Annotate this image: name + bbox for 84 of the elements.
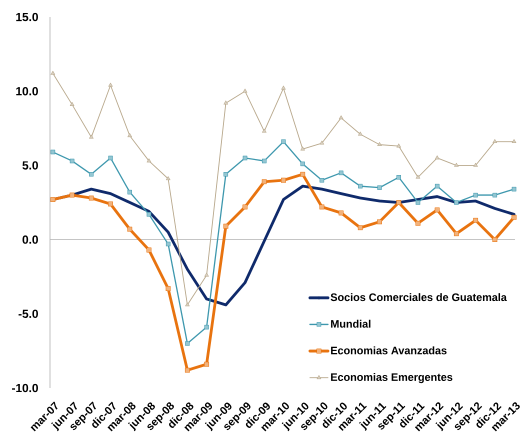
point xyxy=(166,176,170,180)
point xyxy=(454,200,459,205)
point xyxy=(223,224,228,229)
point xyxy=(127,190,132,194)
point xyxy=(338,210,344,216)
point xyxy=(224,172,228,177)
point xyxy=(300,172,306,177)
point xyxy=(473,162,478,167)
point xyxy=(396,144,401,148)
point xyxy=(146,248,152,252)
y-tick-label: 0.0 xyxy=(22,235,38,244)
point xyxy=(89,134,94,139)
y-tick-label: 5.0 xyxy=(22,161,38,170)
y-tick-label: -5.0 xyxy=(18,310,38,318)
point xyxy=(204,324,209,330)
point xyxy=(88,196,94,200)
point xyxy=(512,139,516,144)
legend-label: Mundial xyxy=(331,320,370,328)
point xyxy=(70,158,74,164)
point xyxy=(320,178,324,182)
point xyxy=(492,192,498,198)
point xyxy=(454,231,459,236)
point xyxy=(70,102,74,106)
point xyxy=(146,158,152,162)
point xyxy=(512,186,516,192)
point xyxy=(50,150,56,154)
point xyxy=(358,225,363,230)
point xyxy=(473,218,478,223)
point xyxy=(454,162,459,167)
point xyxy=(204,272,209,277)
point xyxy=(396,175,401,180)
point xyxy=(242,88,248,93)
y-tick-label: 15.0 xyxy=(16,12,38,22)
point xyxy=(377,142,382,146)
point xyxy=(512,214,516,220)
y-tick-label: -10.0 xyxy=(12,384,38,392)
point xyxy=(89,172,94,177)
point xyxy=(185,302,190,306)
point xyxy=(108,82,113,87)
point xyxy=(416,200,420,205)
point xyxy=(242,156,248,160)
point xyxy=(146,212,152,217)
point xyxy=(108,156,113,160)
point xyxy=(242,204,248,210)
point xyxy=(434,155,440,160)
point xyxy=(204,362,210,367)
point xyxy=(281,139,286,144)
y-tick-label: 10.0 xyxy=(16,87,38,96)
point xyxy=(127,226,132,232)
point xyxy=(492,139,498,144)
point xyxy=(70,192,75,198)
point xyxy=(184,368,190,373)
point xyxy=(492,237,498,242)
point xyxy=(281,86,286,90)
point xyxy=(166,242,170,246)
legend-label: Economias Avanzadas xyxy=(331,346,447,354)
point xyxy=(338,115,344,120)
point xyxy=(166,286,171,292)
point xyxy=(185,341,190,346)
point xyxy=(358,184,363,188)
point xyxy=(434,207,440,212)
point xyxy=(416,174,420,179)
point xyxy=(300,162,305,166)
point xyxy=(358,132,363,136)
point xyxy=(319,204,324,210)
point xyxy=(377,185,382,190)
point xyxy=(338,170,344,176)
point xyxy=(262,158,266,164)
point xyxy=(108,202,113,206)
legend-label: Socios Comerciales de Guatemala xyxy=(330,293,507,302)
point xyxy=(224,100,228,104)
point xyxy=(320,140,324,145)
point xyxy=(300,146,305,150)
point xyxy=(434,184,440,188)
point xyxy=(262,179,267,184)
point xyxy=(473,192,478,198)
point xyxy=(50,197,56,202)
point xyxy=(128,133,132,138)
point xyxy=(416,220,420,226)
point xyxy=(281,178,286,183)
point xyxy=(377,219,382,224)
point xyxy=(262,128,266,133)
point xyxy=(396,200,402,205)
legend-label: Economias Emergentes xyxy=(331,373,452,384)
